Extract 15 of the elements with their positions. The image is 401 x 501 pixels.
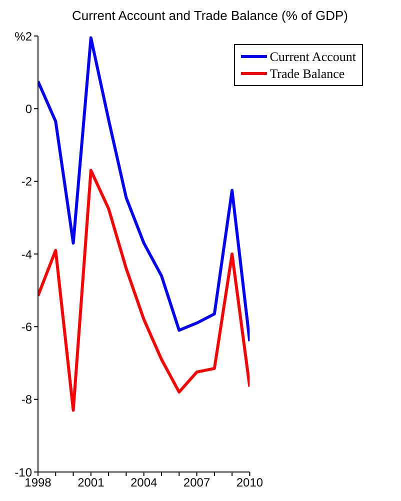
x-tick-label: 2004	[130, 476, 158, 490]
x-tick-label: 2010	[236, 476, 264, 490]
line-series	[38, 168, 250, 412]
y-tick-label: -4	[21, 247, 32, 262]
legend-label: Trade Balance	[268, 65, 346, 82]
legend-label: Current Account	[268, 48, 356, 65]
y-tick-label: -2	[21, 174, 32, 189]
y-tick-label: %2	[14, 29, 32, 44]
y-tick-label: -6	[21, 320, 32, 334]
x-tick-label: 2007	[183, 476, 210, 490]
y-tick-label: -8	[21, 392, 32, 407]
chart-title: Current Account and Trade Balance (% of GDP)	[70, 8, 350, 25]
line-series	[38, 36, 250, 343]
y-tick-label: 0	[25, 102, 32, 116]
x-tick-label: 2001	[78, 476, 105, 490]
